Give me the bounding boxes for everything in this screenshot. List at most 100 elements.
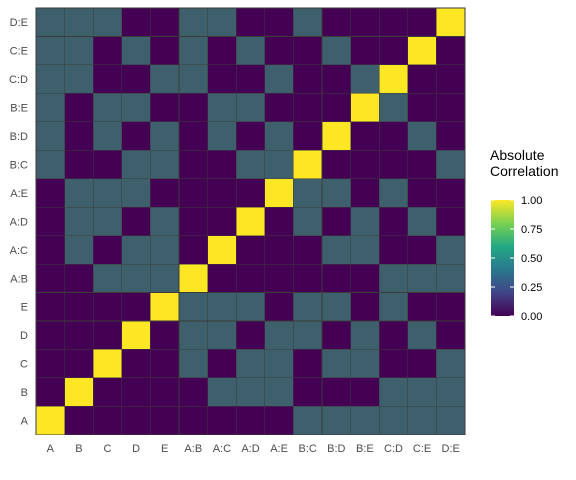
heatmap-cell-AB-B bbox=[178, 377, 208, 407]
heatmap-cell-AD-DE bbox=[235, 7, 266, 37]
legend-title-line-1: Absolute bbox=[490, 147, 545, 163]
heatmap-cell-CE-AB bbox=[407, 263, 437, 293]
heatmap-cell-CD-B bbox=[378, 377, 409, 407]
heatmap-cell-C-AB bbox=[92, 263, 123, 293]
heatmap-cell-BC-AC bbox=[293, 235, 323, 265]
x-tick-label-D: D bbox=[132, 443, 140, 455]
heatmap-cell-B-C bbox=[64, 349, 94, 379]
heatmap-cell-BE-BC bbox=[350, 149, 380, 180]
heatmap-cell-E-AB bbox=[150, 263, 180, 293]
heatmap-cell-AB-BD bbox=[178, 121, 208, 151]
x-tick-label-AD: A:D bbox=[241, 443, 259, 455]
heatmap-cell-AE-BD bbox=[264, 121, 294, 151]
heatmap-cell-C-D bbox=[92, 320, 123, 350]
y-tick-label-B: B bbox=[21, 387, 28, 399]
heatmap-cell-E-C bbox=[150, 349, 180, 379]
heatmap-cell-DE-AE bbox=[436, 178, 466, 208]
y-tick-label-C: C bbox=[20, 359, 28, 371]
heatmap-cell-B-DE bbox=[64, 7, 94, 37]
heatmap-cell-BC-A bbox=[293, 405, 323, 436]
heatmap-cell-A-B bbox=[35, 377, 65, 407]
heatmap-cell-BE-A bbox=[350, 405, 380, 436]
legend-colorbar bbox=[491, 200, 514, 316]
heatmap-cell-AB-AC bbox=[178, 235, 208, 265]
heatmap-cell-D-B bbox=[121, 377, 151, 407]
heatmap-cell-AE-B bbox=[264, 377, 294, 407]
y-tick-label-E: E bbox=[21, 302, 28, 314]
heatmap-cell-BC-BC bbox=[293, 149, 323, 180]
heatmap-cell-E-BD bbox=[150, 121, 180, 151]
heatmap-cell-CE-DE bbox=[407, 7, 437, 37]
heatmap-cell-E-CE bbox=[150, 36, 180, 66]
heatmap-cell-D-CD bbox=[121, 64, 151, 94]
heatmap-cell-CE-CD bbox=[407, 64, 437, 94]
heatmap-cell-AE-AD bbox=[264, 206, 294, 236]
heatmap-cell-D-DE bbox=[121, 7, 151, 37]
heatmap-cell-AD-CE bbox=[235, 36, 266, 66]
heatmap-cell-AD-D bbox=[235, 320, 266, 350]
heatmap-cell-AE-A bbox=[264, 405, 294, 436]
heatmap-cell-AD-AD bbox=[235, 206, 266, 236]
heatmap-cell-BD-A bbox=[321, 405, 351, 436]
heatmap-cell-BD-DE bbox=[321, 7, 351, 37]
x-tick-label-B: B bbox=[75, 443, 82, 455]
heatmap-cell-BD-BC bbox=[321, 149, 351, 180]
heatmap-cell-AB-CE bbox=[178, 36, 208, 66]
heatmap-cell-CD-AC bbox=[378, 235, 409, 265]
y-tick-label-CD: C:D bbox=[9, 74, 28, 86]
heatmap-cell-CE-D bbox=[407, 320, 437, 350]
heatmap-cell-AC-AD bbox=[207, 206, 237, 236]
heatmap-cell-BE-E bbox=[350, 292, 380, 322]
y-tick-label-BE: B:E bbox=[10, 103, 28, 115]
heatmap-cell-CE-AD bbox=[407, 206, 437, 236]
y-tick-label-BC: B:C bbox=[10, 159, 28, 171]
heatmap-cell-CE-AC bbox=[407, 235, 437, 265]
heatmap-cell-BC-AD bbox=[293, 206, 323, 236]
heatmap-cell-AC-CD bbox=[207, 64, 237, 94]
heatmap-cell-AE-AB bbox=[264, 263, 294, 293]
heatmap-cell-BD-BD bbox=[321, 121, 351, 151]
heatmap-cell-AD-E bbox=[235, 292, 266, 322]
heatmap-cell-DE-A bbox=[436, 405, 466, 436]
y-axis-ticks: A B C D E A:B A:C A:D A:E B:C B:D B:E C:D C:E D:E bbox=[9, 17, 29, 427]
heatmap-cell-D-AC bbox=[121, 235, 151, 265]
heatmap-cell-E-DE bbox=[150, 7, 180, 37]
x-tick-label-CD: C:D bbox=[384, 443, 403, 455]
heatmap-cell-D-BC bbox=[121, 149, 151, 180]
heatmap-cell-E-B bbox=[150, 377, 180, 407]
heatmap-cell-DE-AC bbox=[436, 235, 466, 265]
heatmap-cell-BC-AB bbox=[293, 263, 323, 293]
heatmap-cell-AB-C bbox=[178, 349, 208, 379]
x-tick-label-BE: B:E bbox=[356, 443, 374, 455]
heatmap-cell-DE-CD bbox=[436, 64, 466, 94]
heatmap-cell-E-AD bbox=[150, 206, 180, 236]
heatmap-cell-BE-CD bbox=[350, 64, 380, 94]
heatmap-cell-B-BC bbox=[64, 149, 94, 180]
legend-tick-label: 1.00 bbox=[521, 195, 542, 207]
heatmap-cell-E-BC bbox=[150, 149, 180, 180]
heatmap-cell-BC-DE bbox=[293, 7, 323, 37]
heatmap-cell-BE-DE bbox=[350, 7, 380, 37]
heatmap-cell-BE-B bbox=[350, 377, 380, 407]
heatmap-cell-C-A bbox=[92, 405, 123, 436]
heatmap-cell-CE-AE bbox=[407, 178, 437, 208]
heatmap-cell-AD-BE bbox=[235, 93, 266, 123]
heatmap-cell-AE-BC bbox=[264, 149, 294, 180]
heatmap-cell-AC-AC bbox=[207, 235, 237, 265]
heatmap-cell-BD-AD bbox=[321, 206, 351, 236]
x-tick-label-CE: C:E bbox=[413, 443, 431, 455]
heatmap-cell-AC-A bbox=[207, 405, 237, 436]
heatmap-cell-C-AD bbox=[92, 206, 123, 236]
heatmap-cell-A-AE bbox=[35, 178, 65, 208]
heatmap-cell-DE-C bbox=[436, 349, 466, 379]
heatmap-cell-BC-E bbox=[293, 292, 323, 322]
heatmap-cell-CD-BE bbox=[378, 93, 409, 123]
heatmap-cell-CD-CE bbox=[378, 36, 409, 66]
heatmap-cell-BC-BE bbox=[293, 93, 323, 123]
heatmap-cell-A-AD bbox=[35, 206, 65, 236]
heatmap-cell-BC-D bbox=[293, 320, 323, 350]
heatmap-cell-B-AE bbox=[64, 178, 94, 208]
heatmap-cell-C-AE bbox=[92, 178, 123, 208]
heatmap-cell-AB-BE bbox=[178, 93, 208, 123]
heatmap-cell-D-D bbox=[121, 320, 151, 350]
